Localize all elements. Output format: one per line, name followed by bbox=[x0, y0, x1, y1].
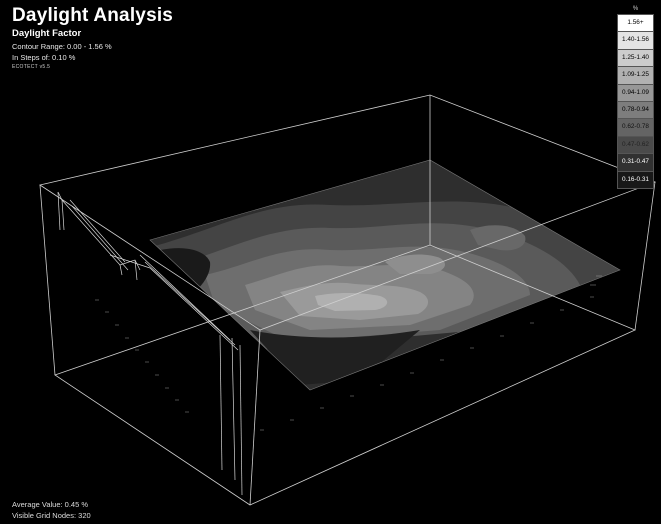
legend-item: 1.56+ bbox=[617, 14, 654, 33]
legend-item: 1.25-1.40 bbox=[617, 49, 654, 68]
legend-item: 0.78-0.94 bbox=[617, 101, 654, 120]
legend-item: 0.94-1.09 bbox=[617, 84, 654, 102]
legend-items: 1.56+ 1.40-1.56 1.25-1.40 1.09-1.25 0.94-1.0… bbox=[617, 14, 654, 189]
contour-steps: In Steps of: 0.10 % bbox=[12, 53, 76, 62]
grid-nodes bbox=[95, 275, 602, 431]
legend-item: 0.47-0.62 bbox=[617, 136, 654, 155]
legend-item: 1.40-1.56 bbox=[617, 32, 654, 50]
average-value: Average Value: 0.45 % bbox=[12, 500, 89, 509]
software-tag: ECOTECT v5.5 bbox=[12, 64, 51, 70]
contour-range: Contour Range: 0.00 - 1.56 % bbox=[12, 42, 112, 51]
legend-item: 0.62-0.78 bbox=[617, 119, 654, 137]
window-frame bbox=[57, 191, 243, 496]
contour-plane-outline bbox=[149, 159, 621, 391]
legend-unit: % bbox=[632, 6, 639, 12]
legend-item: 0.31-0.47 bbox=[617, 154, 654, 172]
room-wireframe bbox=[39, 94, 657, 506]
analysis-type: Daylight Factor bbox=[12, 28, 82, 39]
legend-item: 1.09-1.25 bbox=[617, 67, 654, 85]
legend-item: 0.16-0.31 bbox=[617, 171, 654, 189]
color-legend: % 1.56+ 1.40-1.56 1.25-1.40 1.09-1.25 0.94-1… bbox=[617, 4, 654, 189]
page-title: Daylight Analysis bbox=[12, 5, 174, 26]
visible-grid-nodes: Visible Grid Nodes: 320 bbox=[12, 511, 91, 520]
